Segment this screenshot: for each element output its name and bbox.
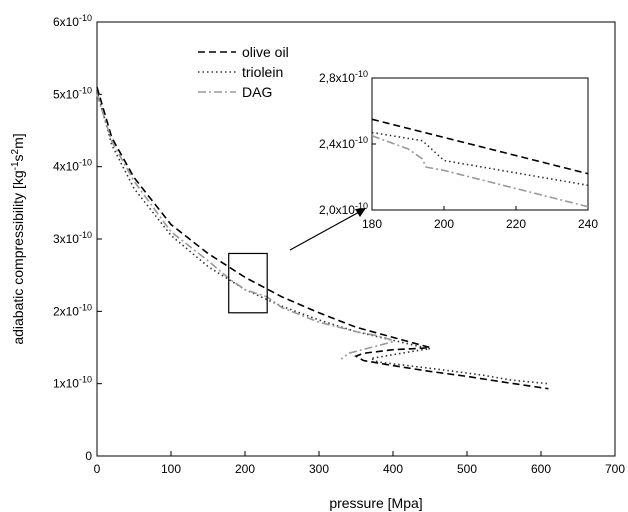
inset-x-tick-label: 220: [506, 217, 526, 231]
y-axis-label-text: adiabatic compressibility [kg: [10, 170, 26, 344]
y-tick-label: 1x10-10: [53, 375, 92, 391]
x-tick-label: 300: [309, 462, 329, 476]
inset-y-tick-mantissa: 2,4x10: [319, 137, 355, 151]
y-tick-label: 5x10-10: [53, 85, 92, 101]
y-tick-exponent: -10: [79, 375, 92, 385]
inset-series-line-dot: [372, 131, 588, 187]
inset-y-tick-mantissa: 2,0x10: [319, 203, 355, 217]
y-tick-label: 0: [85, 449, 92, 463]
inset-y-tick-exponent: -10: [355, 201, 368, 211]
y-tick-label: 4x10-10: [53, 158, 92, 174]
legend-label: triolein: [242, 64, 283, 80]
inset-frame: [371, 77, 589, 211]
y-tick-label: 3x10-10: [53, 230, 92, 246]
x-tick-label: 500: [457, 462, 477, 476]
series-line-triolein: [96, 90, 549, 385]
y-tick-label: 2x10-10: [53, 302, 92, 318]
inset-y-tick-exponent: -10: [355, 69, 368, 79]
x-tick-label: 0: [94, 462, 101, 476]
main-plot: 0 100 200 300 400 500 600 70001x10-102x10-103x1…: [10, 13, 625, 511]
inset-y-tick-label: 2,8x10-10: [319, 69, 368, 85]
y-tick-exponent: -10: [79, 13, 92, 23]
inset-series-line-dash: [372, 118, 588, 175]
y-tick-label: 6x10-10: [53, 13, 92, 29]
inset-x-tick-label: 180: [362, 217, 382, 231]
y-axis-label-sup: 2: [10, 148, 21, 154]
x-tick-label: 100: [161, 462, 181, 476]
y-tick-exponent: -10: [79, 85, 92, 95]
series-line-DAG: [96, 94, 394, 360]
y-tick-mantissa: 1x10: [53, 377, 79, 391]
x-tick-label: 200: [235, 462, 255, 476]
y-tick-mantissa: 2x10: [53, 304, 79, 318]
inset-y-tick-mantissa: 2,8x10: [319, 71, 355, 85]
y-tick-mantissa: 5x10: [53, 87, 79, 101]
y-tick-exponent: -10: [79, 158, 92, 168]
annotations: [289, 208, 366, 251]
x-axis-label: pressure [Mpa]: [329, 495, 422, 511]
y-tick-mantissa: 4x10: [53, 160, 79, 174]
x-tick-label: 600: [531, 462, 551, 476]
y-axis-label-text: s: [10, 154, 26, 161]
y-axis-label: adiabatic compressibility [kg-1s2m]: [10, 133, 26, 344]
zoom-arrow-shaft: [289, 210, 362, 251]
zoom-region-box: [228, 252, 268, 314]
series-line-olive-oil: [96, 86, 549, 390]
y-tick-mantissa: 3x10: [53, 232, 79, 246]
legend-label: DAG: [242, 84, 272, 100]
x-tick-label: 400: [383, 462, 403, 476]
y-tick-mantissa: 6x10: [53, 15, 79, 29]
y-axis-label-text: m]: [10, 133, 26, 149]
inset-x-tick-label: 200: [434, 217, 454, 231]
x-tick-label: 700: [605, 462, 625, 476]
inset-y-tick-exponent: -10: [355, 135, 368, 145]
y-tick-mantissa: 0: [85, 449, 92, 463]
inset-series-line-dashdot: [372, 135, 588, 208]
y-tick-exponent: -10: [79, 302, 92, 312]
inset-y-tick-label: 2,4x10-10: [319, 135, 368, 151]
y-axis-label-sup: -1: [10, 161, 21, 170]
inset-y-tick-label: 2,0x10-10: [319, 201, 368, 217]
y-tick-exponent: -10: [79, 230, 92, 240]
zoom-arrow-head: [355, 208, 366, 217]
inset-x-tick-label: 240: [578, 217, 598, 231]
legend-label: olive oil: [242, 44, 289, 60]
